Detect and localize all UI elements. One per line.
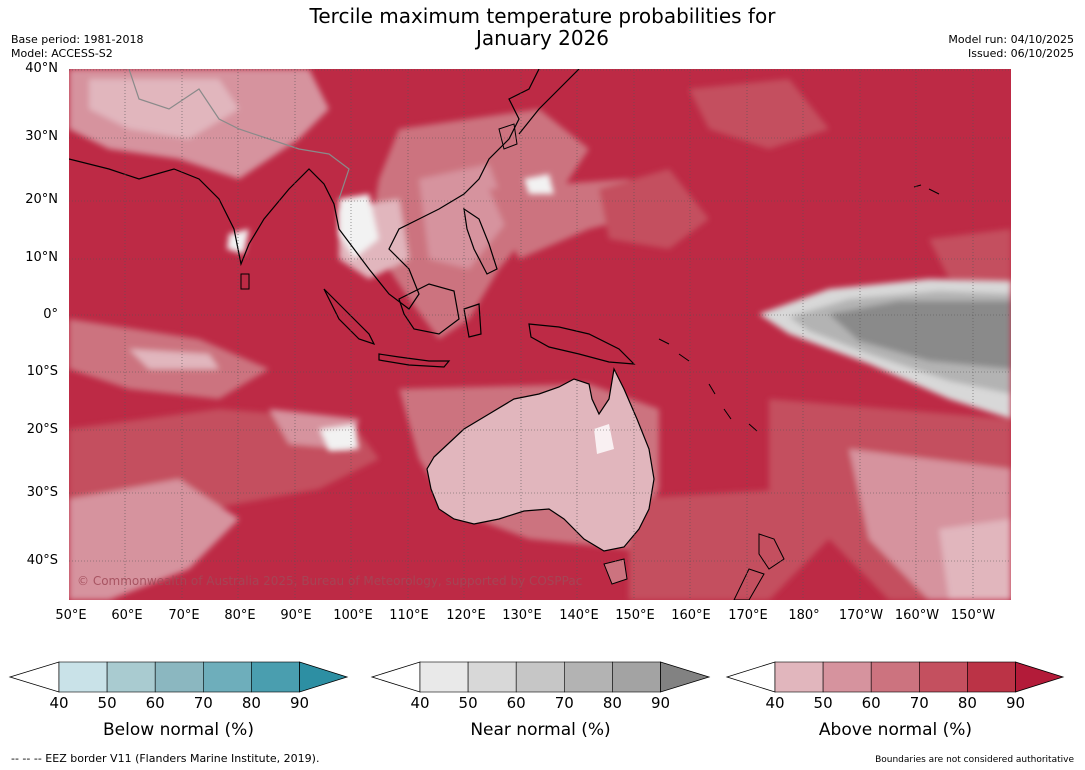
colorbar-strip <box>8 661 1065 693</box>
colorbar-below-bin-0 <box>58 661 108 693</box>
copyright-notice: © Commonwealth of Australia 2025, Bureau… <box>77 574 583 588</box>
colorbar-above-tick-60: 60 <box>861 694 881 712</box>
colorbar-below-tick-70: 70 <box>193 694 213 712</box>
colorbar-above-tick-90: 90 <box>1005 694 1026 712</box>
colorbar-below-tick-90: 90 <box>289 694 310 712</box>
title-line-1: Tercile maximum temperature probabilitie… <box>309 4 776 28</box>
colorbar-below-tick-80: 80 <box>241 694 261 712</box>
graticule <box>69 69 1011 600</box>
colorbar-below-under-extend <box>8 661 60 693</box>
colorbar-near-tick-90: 90 <box>650 694 671 712</box>
colorbar-above-tick-70: 70 <box>909 694 929 712</box>
colorbar-below-normal <box>8 661 349 693</box>
lon-label-170e: 170°E <box>728 608 768 623</box>
colorbar-below-tick-40: 40 <box>49 694 69 712</box>
colorbar-near-over-extend <box>660 661 711 693</box>
lon-label-130e: 130°E <box>502 608 542 623</box>
base-period: Base period: 1981-2018 <box>11 33 144 46</box>
lat-label-30n: 30°N <box>25 129 58 144</box>
colorbar-above-tick-40: 40 <box>765 694 785 712</box>
lon-label-60e: 60°E <box>111 608 143 623</box>
lat-label-0: 0° <box>43 307 58 322</box>
lat-label-20n: 20°N <box>25 192 58 207</box>
meta-left: Base period: 1981-2018 Model: ACCESS-S2 <box>11 33 143 61</box>
colorbar-below-bin-2 <box>154 661 204 693</box>
title-line-2: January 2026 <box>475 26 610 50</box>
lon-label-50e: 50°E <box>55 608 87 623</box>
colorbar-near-bin-3 <box>563 661 613 693</box>
colorbar-below-over-extend <box>299 661 349 693</box>
near-normal-region <box>759 279 1011 419</box>
above-normal-light-regions <box>69 69 1011 600</box>
colorbar-above-tick-80: 80 <box>957 694 977 712</box>
colorbar-above-bin-4 <box>967 661 1016 693</box>
colorbar-title-near: Near normal (%) <box>470 720 611 740</box>
eez-border-note: -- -- -- EEZ border V11 (Flanders Marine… <box>11 752 320 765</box>
lon-label-90e: 90°E <box>280 608 312 623</box>
colorbar-above-bin-1 <box>822 661 872 693</box>
lon-label-170w: 170°W <box>838 608 884 623</box>
asia-coastline <box>69 69 540 310</box>
colorbar-below-bin-3 <box>203 661 252 693</box>
lon-label-110e: 110°E <box>389 608 429 623</box>
map-title: Tercile maximum temperature probabilitie… <box>0 5 1085 49</box>
colorbar-near-tick-40: 40 <box>410 694 430 712</box>
colorbar-above-under-extend <box>725 661 776 693</box>
lat-label-40n: 40°N <box>25 61 58 76</box>
lon-label-160e: 160°E <box>671 608 711 623</box>
colorbar-above-normal <box>725 661 1065 693</box>
lat-label-10n: 10°N <box>25 250 58 265</box>
lon-label-120e: 120°E <box>446 608 486 623</box>
colorbar-above-bin-0 <box>774 661 824 693</box>
colorbar-near-tick-60: 60 <box>506 694 526 712</box>
lat-label-20s: 20°S <box>26 422 58 437</box>
colorbar-near-bin-0 <box>419 661 469 693</box>
country-borders <box>128 69 350 200</box>
colorbar-above-over-extend <box>1015 661 1065 693</box>
boundary-disclaimer: Boundaries are not considered authoritat… <box>875 755 1074 765</box>
colorbar-above-bin-2 <box>870 661 920 693</box>
probability-map[interactable] <box>69 69 1011 600</box>
colorbar-near-normal <box>370 661 711 693</box>
lon-label-80e: 80°E <box>224 608 256 623</box>
lat-label-10s: 10°S <box>26 364 58 379</box>
colorbar-below-bin-1 <box>106 661 156 693</box>
colorbar-near-bin-4 <box>612 661 661 693</box>
colorbar-near-tick-70: 70 <box>554 694 574 712</box>
colorbar-title-below: Below normal (%) <box>103 720 254 740</box>
lon-label-70e: 70°E <box>168 608 200 623</box>
lon-label-160w: 160°W <box>894 608 940 623</box>
colorbar-below-bin-4 <box>251 661 300 693</box>
colorbar-below-tick-60: 60 <box>145 694 165 712</box>
lat-label-30s: 30°S <box>26 485 58 500</box>
colorbar-title-above: Above normal (%) <box>818 720 973 740</box>
colorbar-near-bin-2 <box>515 661 565 693</box>
colorbar-near-tick-50: 50 <box>458 694 478 712</box>
lat-label-40s: 40°S <box>26 553 58 568</box>
colorbar-above-tick-50: 50 <box>813 694 833 712</box>
lon-label-180: 180° <box>788 608 820 623</box>
meta-right: Model run: 04/10/2025 Issued: 06/10/2025 <box>948 33 1074 61</box>
colorbar-near-tick-80: 80 <box>602 694 622 712</box>
colorbar-below-tick-50: 50 <box>97 694 117 712</box>
model-name: Model: ACCESS-S2 <box>11 47 113 60</box>
lon-label-150e: 150°E <box>615 608 655 623</box>
model-run: Model run: 04/10/2025 <box>948 33 1074 46</box>
colorbar-above-bin-3 <box>918 661 968 693</box>
lon-label-140e: 140°E <box>559 608 599 623</box>
pacific-islands <box>658 184 940 432</box>
colorbar-near-bin-1 <box>467 661 517 693</box>
issued-date: Issued: 06/10/2025 <box>967 47 1074 60</box>
lon-label-150w: 150°W <box>950 608 996 623</box>
australia-outline <box>426 367 655 552</box>
colorbar-near-under-extend <box>370 661 421 693</box>
lon-label-100e: 100°E <box>333 608 373 623</box>
